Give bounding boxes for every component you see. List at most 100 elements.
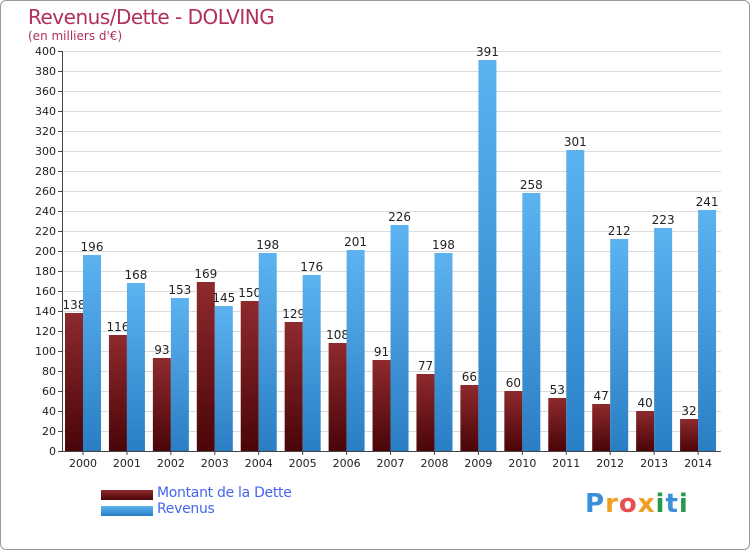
data-label-revenus: 145 xyxy=(212,291,235,305)
data-label-debt: 108 xyxy=(326,328,349,342)
bar-revenus xyxy=(83,255,101,451)
y-tick-label: 160 xyxy=(35,285,56,298)
x-tick-label: 2007 xyxy=(377,457,405,470)
y-tick-label: 340 xyxy=(35,105,56,118)
y-tick-label: 140 xyxy=(35,305,56,318)
data-label-revenus: 153 xyxy=(168,283,191,297)
y-tick-label: 120 xyxy=(35,325,56,338)
x-tick-label: 2009 xyxy=(464,457,492,470)
chart-title: Revenus/Dette - DOLVING xyxy=(28,5,275,29)
bar-debt xyxy=(65,313,83,451)
data-label-debt: 66 xyxy=(462,370,477,384)
data-label-debt: 40 xyxy=(637,396,652,410)
bar-revenus xyxy=(610,239,629,451)
y-tick-label: 200 xyxy=(35,245,56,258)
data-label-debt: 47 xyxy=(594,389,609,403)
bar-revenus xyxy=(302,275,321,451)
bar-debt xyxy=(416,374,435,451)
chart-subtitle: (en milliers d'€) xyxy=(28,29,123,43)
y-tick-label: 300 xyxy=(35,145,56,158)
y-tick-label: 280 xyxy=(35,165,56,178)
bar-debt xyxy=(196,282,215,451)
x-tick-label: 2003 xyxy=(201,457,229,470)
bar-revenus xyxy=(522,193,541,451)
bar-debt xyxy=(680,419,699,451)
y-tick-label: 60 xyxy=(42,385,56,398)
data-label-debt: 32 xyxy=(681,404,696,418)
y-tick-label: 260 xyxy=(35,185,56,198)
x-tick-label: 2008 xyxy=(420,457,448,470)
data-label-revenus: 168 xyxy=(124,268,147,282)
x-tick-label: 2001 xyxy=(113,457,141,470)
y-tick-label: 80 xyxy=(42,365,56,378)
bar-revenus xyxy=(566,150,585,451)
x-tick-label: 2014 xyxy=(684,457,712,470)
data-label-debt: 93 xyxy=(154,343,169,357)
data-label-debt: 60 xyxy=(506,376,521,390)
bar-debt xyxy=(460,385,479,451)
logo-letter: x xyxy=(637,489,656,519)
data-label-debt: 91 xyxy=(374,345,389,359)
proxiti-logo: Proxiti xyxy=(585,489,689,519)
data-label-debt: 138 xyxy=(63,298,86,312)
bar-revenus xyxy=(258,253,277,451)
bar-revenus xyxy=(698,210,717,451)
data-label-revenus: 196 xyxy=(81,240,104,254)
x-tick-label: 2000 xyxy=(69,457,97,470)
bar-revenus xyxy=(478,60,497,451)
data-label-debt: 53 xyxy=(550,383,565,397)
y-axis: 0 20 40 60 80 100 120 140 160 180 200 220 240 260 280 3… xyxy=(35,45,63,458)
data-label-debt: 169 xyxy=(194,267,217,281)
bar-revenus xyxy=(346,250,365,451)
data-label-revenus: 198 xyxy=(432,238,455,252)
bar-debt xyxy=(592,404,611,451)
logo-letter: o xyxy=(618,489,638,519)
bar-revenus xyxy=(434,253,453,451)
logo-letter: P xyxy=(585,489,606,519)
bar-revenus xyxy=(126,283,145,451)
data-label-revenus: 391 xyxy=(476,45,499,59)
x-tick-label: 2011 xyxy=(552,457,580,470)
bar-debt xyxy=(108,335,127,451)
y-tick-label: 360 xyxy=(35,85,56,98)
y-tick-label: 400 xyxy=(35,45,56,58)
data-label-revenus: 212 xyxy=(608,224,631,238)
bar-debt xyxy=(152,358,171,451)
data-label-revenus: 226 xyxy=(388,210,411,224)
y-tick-label: 100 xyxy=(35,345,56,358)
bar-debt xyxy=(240,301,259,451)
data-label-debt: 150 xyxy=(238,286,261,300)
data-label-revenus: 223 xyxy=(652,213,675,227)
x-axis: 2000 2001 2002 2003 2004 2005 2006 2007 2008 2009… xyxy=(62,451,721,470)
logo-letter: r xyxy=(605,489,619,519)
y-tick-label: 0 xyxy=(49,445,56,458)
bar-debt xyxy=(372,360,391,451)
legend-swatch-debt xyxy=(101,490,153,500)
x-tick-label: 2012 xyxy=(596,457,624,470)
data-label-revenus: 258 xyxy=(520,178,543,192)
bar-debt xyxy=(284,322,303,451)
bar-revenus xyxy=(390,225,409,451)
y-tick-label: 380 xyxy=(35,65,56,78)
bar-revenus xyxy=(654,228,673,451)
bar-debt xyxy=(636,411,655,451)
x-tick-label: 2004 xyxy=(245,457,273,470)
data-label-revenus: 301 xyxy=(564,135,587,149)
legend-label-revenus: Revenus xyxy=(157,501,215,517)
x-tick-label: 2005 xyxy=(289,457,317,470)
bar-revenus xyxy=(170,298,189,451)
logo-letter: i xyxy=(678,489,689,519)
x-tick-label: 2013 xyxy=(640,457,668,470)
data-label-revenus: 198 xyxy=(256,238,279,252)
data-label-debt: 129 xyxy=(282,307,305,321)
y-tick-label: 180 xyxy=(35,265,56,278)
bar-debt xyxy=(504,391,523,451)
y-tick-label: 320 xyxy=(35,125,56,138)
legend-label-debt: Montant de la Dette xyxy=(157,485,292,501)
y-tick-label: 220 xyxy=(35,225,56,238)
bar-debt xyxy=(328,343,347,451)
x-tick-label: 2010 xyxy=(508,457,536,470)
x-tick-label: 2006 xyxy=(333,457,361,470)
